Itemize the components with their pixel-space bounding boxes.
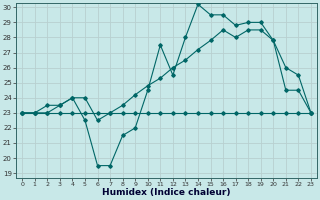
X-axis label: Humidex (Indice chaleur): Humidex (Indice chaleur) <box>102 188 231 197</box>
